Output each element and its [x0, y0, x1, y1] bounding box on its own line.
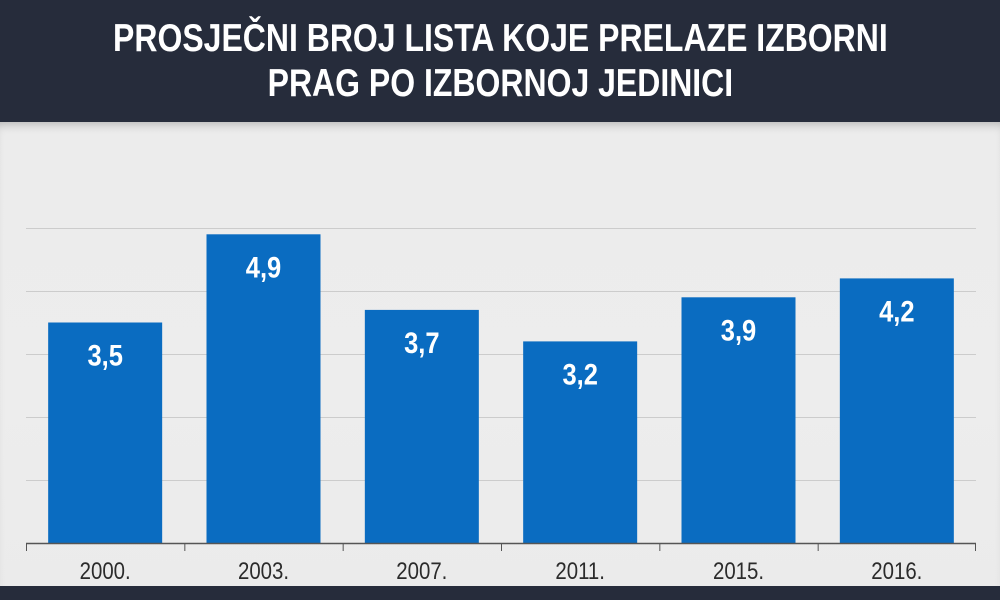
gridlines — [26, 228, 976, 481]
bar-2016 — [839, 278, 954, 543]
x-tick-label: 2015. — [713, 557, 764, 584]
x-tick-label: 2003. — [238, 557, 289, 584]
bar-value-label: 4,9 — [246, 250, 281, 283]
bar-value-label: 3,9 — [721, 313, 756, 346]
bar-2015 — [681, 297, 796, 543]
x-tick-label: 2011. — [555, 557, 605, 584]
bar-2011 — [523, 341, 638, 543]
title-banner: PROSJEČNI BROJ LISTA KOJE PRELAZE IZBORN… — [0, 0, 1000, 122]
chart-title: PROSJEČNI BROJ LISTA KOJE PRELAZE IZBORN… — [113, 16, 888, 106]
chart-title-line-2: PRAG PO IZBORNOJ JEDINICI — [267, 62, 733, 105]
x-tick-label: 2016. — [871, 557, 922, 584]
x-tick-label: 2007. — [396, 557, 447, 584]
bar-2003 — [206, 234, 321, 544]
bar-2007 — [364, 309, 479, 543]
bar-2000 — [48, 322, 163, 543]
chart-title-line-1: PROSJEČNI BROJ LISTA KOJE PRELAZE IZBORN… — [112, 17, 888, 60]
bar-chart: 3,5 2000. 4,9 2003. 3,7 2007. 3,2 2011. 3,9 2015.… — [26, 228, 976, 584]
x-tick-label: 2000. — [80, 557, 131, 584]
bar-value-label: 3,2 — [562, 357, 597, 390]
footer-bar — [0, 586, 1000, 600]
bar-value-label: 4,2 — [879, 294, 914, 327]
bar-value-label: 3,7 — [404, 326, 439, 359]
bar-value-label: 3,5 — [87, 339, 122, 372]
